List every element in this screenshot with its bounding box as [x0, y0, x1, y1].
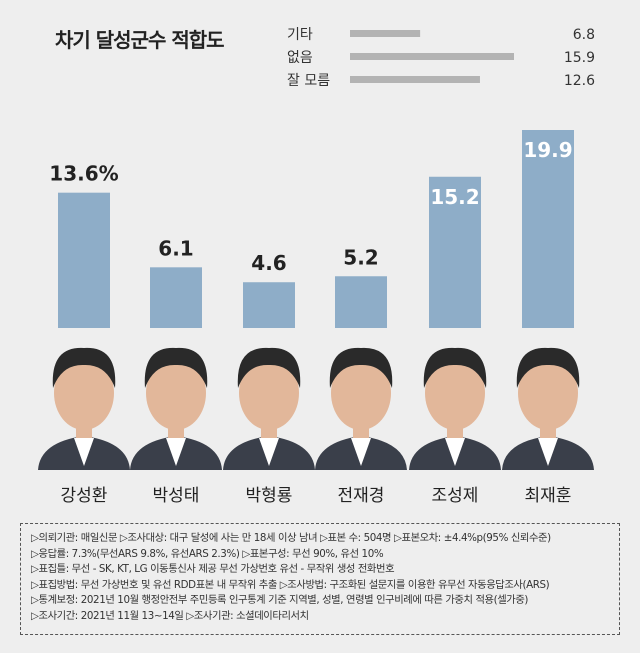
- photo-hair: [144, 347, 208, 388]
- bar-value-label: 13.6%: [49, 162, 118, 186]
- note-line: ▷표집틀: 무선 - SK, KT, LG 이동통신사 제공 무선 가상번호 유…: [31, 563, 395, 576]
- photo-collar: [74, 438, 94, 466]
- photo-face: [239, 356, 299, 430]
- photo-collar: [166, 438, 186, 466]
- photo-face: [54, 356, 114, 430]
- photo-collar: [445, 438, 465, 466]
- inset-bar: [350, 53, 514, 60]
- bar-value-label: 5.2: [343, 245, 378, 269]
- candidate-name: 전재경: [338, 486, 385, 506]
- candidate-name: 박성태: [153, 486, 200, 506]
- candidate-name: 최재훈: [525, 486, 572, 506]
- bar-value-label: 19.9: [523, 138, 572, 162]
- photo-hair: [52, 347, 116, 388]
- note-line: ▷응답률: 7.3%(무선ARS 9.8%, 유선ARS 2.3%) ▷표본구성…: [31, 547, 384, 560]
- survey-notes: ▷의뢰기관: 매일신문 ▷조사대상: 대구 달성에 사는 만 18세 이상 남녀…: [20, 523, 620, 635]
- photo-face: [425, 356, 485, 430]
- bar: [335, 276, 387, 328]
- inset-category-label: 기타: [287, 27, 313, 43]
- inset-bar: [350, 76, 480, 83]
- candidate-photo: [38, 347, 130, 470]
- candidate-name: 조성제: [432, 486, 479, 506]
- candidate-photo: [409, 347, 501, 470]
- inset-bar: [350, 30, 421, 37]
- chart-title: 차기 달성군수 적합도: [55, 28, 225, 52]
- bar: [522, 129, 574, 328]
- photo-collar: [538, 438, 558, 466]
- note-line: ▷의뢰기관: 매일신문 ▷조사대상: 대구 달성에 사는 만 18세 이상 남녀…: [31, 532, 551, 544]
- inset-value-label: 12.6: [564, 73, 595, 89]
- note-line: ▷통계보정: 2021년 10월 행정안전부 주민등록 인구통계 기준 지역별,…: [31, 594, 529, 607]
- bar: [429, 176, 481, 328]
- note-line: ▷조사기간: 2021년 11월 13~14일 ▷조사기관: 소셜데이타리서치: [31, 609, 309, 622]
- photo-face: [518, 356, 578, 430]
- photo-face: [331, 356, 391, 430]
- photo-collar: [259, 438, 279, 466]
- bar: [243, 282, 295, 328]
- candidate-name: 강성환: [61, 486, 108, 506]
- inset-value-label: 15.9: [564, 50, 595, 66]
- bar-value-label: 6.1: [158, 236, 193, 260]
- photo-face: [146, 356, 206, 430]
- candidate-photo: [315, 347, 407, 470]
- candidate-photo: [502, 347, 594, 470]
- bar: [150, 267, 202, 328]
- inset-category-label: 잘 모름: [287, 73, 330, 89]
- bar-value-label: 15.2: [430, 185, 479, 209]
- photo-hair: [516, 347, 580, 388]
- candidate-photo: [130, 347, 222, 470]
- inset-value-label: 6.8: [573, 27, 595, 43]
- bar-value-label: 4.6: [251, 251, 286, 275]
- photo-hair: [423, 347, 487, 388]
- photo-hair: [329, 347, 393, 388]
- photo-collar: [351, 438, 371, 466]
- note-line: ▷표집방법: 무선 가상번호 및 유선 RDD표본 내 무작위 추출 ▷조사방법…: [31, 578, 550, 591]
- inset-category-label: 없음: [287, 50, 313, 66]
- bar: [58, 192, 110, 328]
- photo-hair: [237, 347, 301, 388]
- candidate-name: 박형룡: [246, 486, 293, 506]
- candidate-photo: [223, 347, 315, 470]
